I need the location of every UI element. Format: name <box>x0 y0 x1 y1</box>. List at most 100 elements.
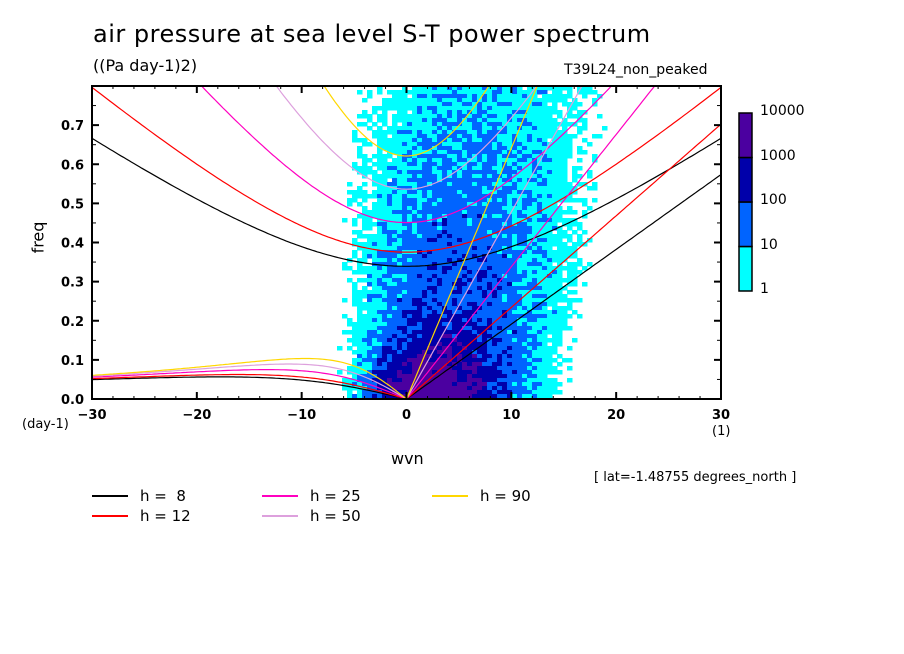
spectrum-cell <box>482 94 488 99</box>
spectrum-cell <box>517 214 523 219</box>
spectrum-cell <box>387 302 393 307</box>
spectrum-cell <box>512 290 518 295</box>
spectrum-cell <box>522 358 528 363</box>
spectrum-cell <box>462 374 468 379</box>
spectrum-cell <box>357 358 363 363</box>
spectrum-cell <box>397 318 403 323</box>
spectrum-cell <box>417 162 423 167</box>
spectrum-cell <box>402 286 408 291</box>
spectrum-cell <box>422 274 428 279</box>
spectrum-cell <box>362 370 368 375</box>
spectrum-cell <box>382 146 388 151</box>
spectrum-cell <box>497 138 503 143</box>
spectrum-cell <box>417 158 423 163</box>
spectrum-cell <box>467 94 473 99</box>
spectrum-cell <box>402 278 408 283</box>
spectrum-cell <box>537 286 543 291</box>
spectrum-cell <box>467 218 473 223</box>
spectrum-cell <box>517 130 523 135</box>
spectrum-cell <box>462 278 468 283</box>
spectrum-cell <box>427 150 433 155</box>
spectrum-cell <box>427 210 433 215</box>
spectrum-cell <box>522 382 528 387</box>
spectrum-cell <box>387 374 393 379</box>
spectrum-cell <box>442 194 448 199</box>
spectrum-cell <box>362 258 368 263</box>
spectrum-cell <box>542 94 548 99</box>
spectrum-cell <box>407 238 413 243</box>
spectrum-cell <box>567 154 573 159</box>
spectrum-cell <box>387 138 393 143</box>
spectrum-cell <box>427 214 433 219</box>
spectrum-cell <box>547 106 553 111</box>
spectrum-cell <box>352 198 358 203</box>
spectrum-cell <box>487 134 493 139</box>
spectrum-cell <box>492 118 498 123</box>
spectrum-cell <box>552 370 558 375</box>
spectrum-cell <box>547 214 553 219</box>
spectrum-cell <box>437 190 443 195</box>
spectrum-cell <box>457 98 463 103</box>
spectrum-cell <box>567 366 573 371</box>
spectrum-cell <box>362 242 368 247</box>
spectrum-cell <box>552 138 558 143</box>
spectrum-cell <box>392 274 398 279</box>
spectrum-cell <box>567 266 573 271</box>
spectrum-cell <box>567 278 573 283</box>
spectrum-cell <box>507 366 513 371</box>
spectrum-cell <box>447 138 453 143</box>
spectrum-cell <box>417 246 423 251</box>
legend-label: h = 12 <box>140 507 191 525</box>
spectrum-cell <box>372 254 378 259</box>
spectrum-cell <box>377 346 383 351</box>
spectrum-cell <box>527 250 533 255</box>
axis-ticks: −30 −20 −10 0 10 20 300.00.10.20.30.40.50.60.7 <box>61 86 730 423</box>
spectrum-cell <box>572 266 578 271</box>
spectrum-cell <box>382 338 388 343</box>
spectrum-cell <box>457 106 463 111</box>
spectrum-cell <box>462 134 468 139</box>
spectrum-cell <box>372 174 378 179</box>
spectrum-cell <box>482 118 488 123</box>
spectrum-cell <box>402 234 408 239</box>
spectrum-cell <box>492 362 498 367</box>
spectrum-cell <box>522 362 528 367</box>
spectrum-cell <box>437 210 443 215</box>
spectrum-cell <box>527 350 533 355</box>
spectrum-cell <box>462 138 468 143</box>
spectrum-cell <box>537 226 543 231</box>
legend-item: h = 25 <box>262 487 361 505</box>
spectrum-cell <box>422 174 428 179</box>
spectrum-cell <box>547 226 553 231</box>
spectrum-cell <box>502 110 508 115</box>
spectrum-cell <box>372 322 378 327</box>
spectrum-cell <box>532 146 538 151</box>
spectrum-cell <box>512 390 518 395</box>
spectrum-cell <box>542 202 548 207</box>
spectrum-cell <box>487 274 493 279</box>
spectrum-cell <box>417 254 423 259</box>
spectrum-cell <box>437 350 443 355</box>
spectrum-cell <box>462 118 468 123</box>
spectrum-cell <box>477 322 483 327</box>
spectrum-cell <box>547 386 553 391</box>
spectrum-cell <box>542 258 548 263</box>
spectrum-cell <box>477 218 483 223</box>
spectrum-cell <box>497 102 503 107</box>
spectrum-cell <box>427 170 433 175</box>
spectrum-cell <box>512 286 518 291</box>
spectrum-cell <box>522 150 528 155</box>
spectrum-cell <box>477 362 483 367</box>
spectrum-cell <box>362 278 368 283</box>
spectrum-cell <box>462 122 468 127</box>
spectrum-cell <box>507 98 513 103</box>
spectrum-cell <box>457 226 463 231</box>
spectrum-cell <box>522 190 528 195</box>
spectrum-cell <box>532 110 538 115</box>
spectrum-cell <box>372 370 378 375</box>
spectrum-cell <box>552 198 558 203</box>
spectrum-cell <box>382 382 388 387</box>
spectrum-cell <box>467 166 473 171</box>
spectrum-cell <box>512 134 518 139</box>
spectrum-cell <box>517 190 523 195</box>
